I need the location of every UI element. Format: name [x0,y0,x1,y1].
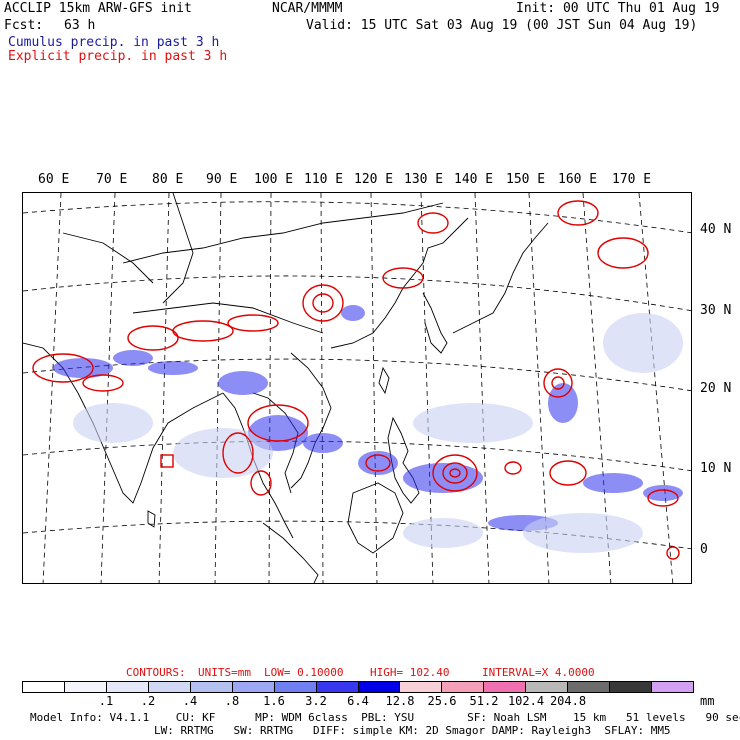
colorbar-cell [400,682,443,692]
lat-label: 30 N [700,303,732,318]
physics-info: LW: RRTMG SW: RRTMG DIFF: simple KM: 2D … [154,724,671,737]
contours-label: CONTOURS: [126,666,186,679]
lon-label: 130 E [404,172,444,187]
colorbar-tick-label: 1.6 [263,694,285,708]
lon-label: 120 E [354,172,394,187]
colorbar-cell [484,682,527,692]
lon-label: 70 E [96,172,128,187]
colorbar-tick-label: 3.2 [305,694,327,708]
colorbar-cell [274,682,317,692]
model-info: Model Info: V4.1.1 CU: KF MP: WDM 6class… [30,711,740,724]
colorbar [22,681,694,693]
colorbar-tick-label: .1 [98,694,114,708]
lon-label: 90 E [206,172,238,187]
lon-label: 140 E [454,172,494,187]
colorbar-units: mm [700,694,715,708]
valid-time: Valid: 15 UTC Sat 03 Aug 19 (00 JST Sun … [306,18,698,33]
colorbar-cell [106,682,149,692]
colorbar-cell [442,682,485,692]
colorbar-cell [526,682,569,692]
lon-label: 150 E [506,172,546,187]
colorbar-tick-label: .4 [182,694,198,708]
org-label: NCAR/MMMM [272,1,343,16]
colorbar-cell [148,682,191,692]
model-title: ACCLIP 15km ARW-GFS init [4,1,192,16]
lon-label: 160 E [558,172,598,187]
colorbar-cell [64,682,107,692]
colorbar-cell [23,682,65,692]
lon-label: 110 E [304,172,344,187]
colorbar-cell [568,682,611,692]
colorbar-cell [232,682,275,692]
lon-label: 100 E [254,172,294,187]
lon-label: 80 E [152,172,184,187]
colorbar-tick-label: .2 [140,694,156,708]
cumulus-precip [53,305,683,531]
colorbar-tick-label: 6.4 [347,694,369,708]
colorbar-cell [316,682,359,692]
colorbar-cell [358,682,401,692]
explicit-precip [32,200,680,560]
colorbar-tick-label: 25.6 [427,694,457,708]
colorbar-tick-label: 51.2 [469,694,499,708]
colorbar-tick-label: .8 [224,694,240,708]
forecast-label: Fcst: [4,18,44,33]
lat-label: 40 N [700,222,732,237]
lat-label: 0 [700,542,708,557]
lon-label: 170 E [612,172,652,187]
explicit-legend: Explicit precip. in past 3 h [8,49,228,64]
lon-label: 60 E [38,172,70,187]
lat-label: 20 N [700,381,732,396]
contours-interval: INTERVAL=X 4.0000 [482,666,595,679]
colorbar-tick-label: 204.8 [549,694,587,708]
colorbar-tick-label: 12.8 [385,694,415,708]
contours-low: LOW= 0.10000 [264,666,344,679]
map-canvas [23,193,691,583]
lat-label: 10 N [700,461,732,476]
cumulus-legend: Cumulus precip. in past 3 h [8,35,220,50]
precip-map [22,192,692,584]
contours-units: UNITS=mm [198,666,251,679]
forecast-hours: 63 h [64,18,96,33]
colorbar-cell [652,682,693,692]
colorbar-cell [610,682,653,692]
colorbar-tick-label: 102.4 [507,694,545,708]
init-time: Init: 00 UTC Thu 01 Aug 19 [516,1,720,16]
colorbar-cell [190,682,233,692]
contours-high: HIGH= 102.40 [370,666,450,679]
